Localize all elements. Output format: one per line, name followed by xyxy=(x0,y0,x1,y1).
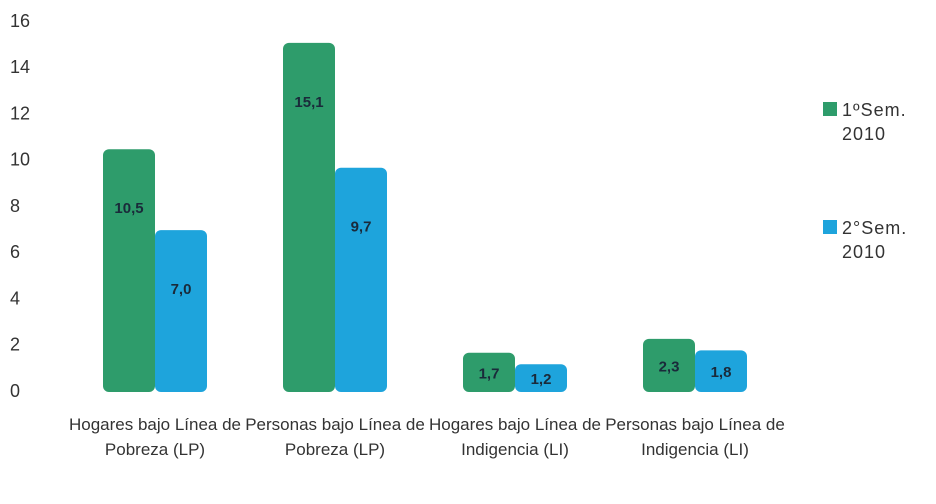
y-tick-label: 4 xyxy=(10,288,20,308)
value-label: 7,0 xyxy=(171,281,192,298)
legend-swatch xyxy=(823,220,837,234)
bar xyxy=(155,230,207,392)
bar xyxy=(463,352,515,392)
value-label: 2,3 xyxy=(659,358,680,375)
y-tick-label: 2 xyxy=(10,335,20,355)
legend-label: 2°Sem. 2010 xyxy=(842,218,908,262)
value-label: 1,2 xyxy=(531,371,552,388)
bar xyxy=(335,167,387,392)
value-label: 15,1 xyxy=(294,94,323,111)
y-tick-label: 0 xyxy=(10,381,20,401)
y-tick-label: 6 xyxy=(10,242,20,262)
y-tick-label: 8 xyxy=(10,196,20,216)
y-tick-label: 16 xyxy=(10,11,30,31)
x-tick-label: Hogares bajo Línea de Indigencia (LI) xyxy=(428,415,602,459)
bar xyxy=(515,364,567,392)
x-tick-label: Personas bajo Línea de Indigencia (LI) xyxy=(605,415,785,459)
value-label: 1,8 xyxy=(711,364,732,381)
bar xyxy=(283,42,335,392)
bar xyxy=(695,350,747,392)
x-tick-label: Hogares bajo Línea de Pobreza (LP) xyxy=(68,415,242,459)
value-label: 1,7 xyxy=(479,365,500,382)
y-tick-label: 12 xyxy=(10,103,30,123)
value-label: 10,5 xyxy=(114,200,143,217)
value-label: 9,7 xyxy=(351,219,372,236)
bar xyxy=(103,149,155,392)
legend-label: 1ºSem. 2010 xyxy=(842,100,907,144)
bar xyxy=(643,338,695,392)
y-tick-label: 14 xyxy=(10,57,30,77)
legend-swatch xyxy=(823,102,837,116)
x-tick-label: Personas bajo Línea de Pobreza (LP) xyxy=(245,415,425,459)
y-tick-label: 10 xyxy=(10,150,30,170)
